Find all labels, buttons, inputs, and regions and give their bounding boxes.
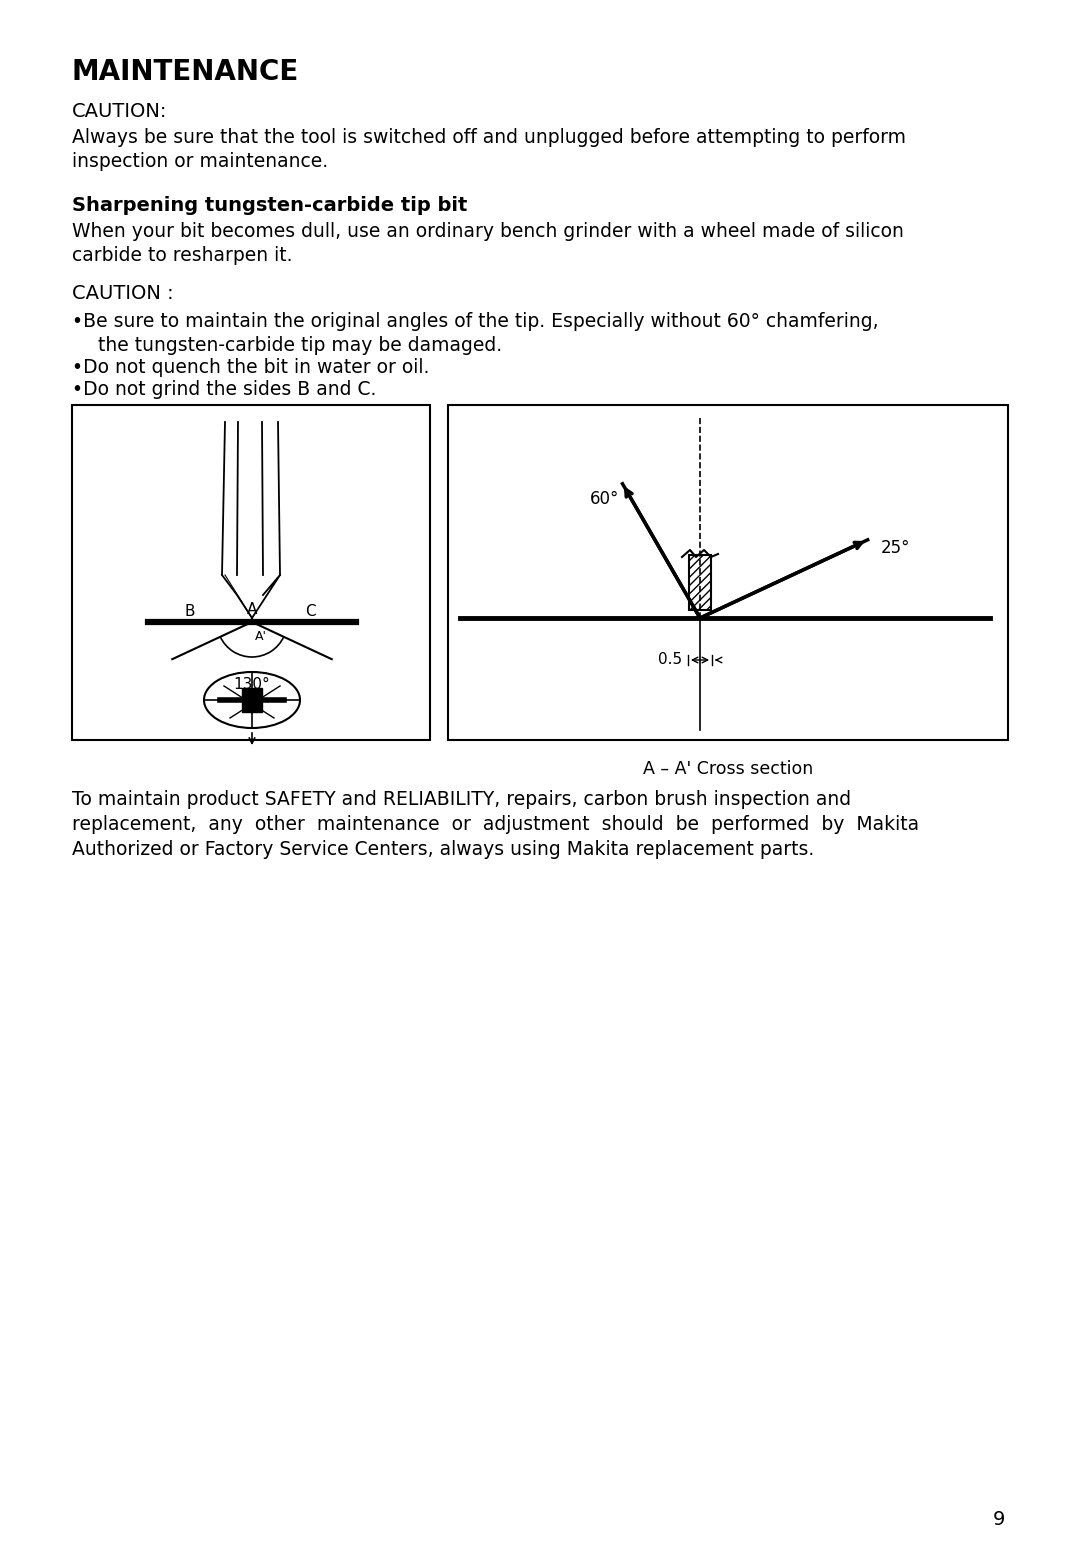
Text: 9: 9	[993, 1510, 1005, 1529]
Text: 25°: 25°	[881, 540, 910, 557]
Text: the tungsten-carbide tip may be damaged.: the tungsten-carbide tip may be damaged.	[86, 335, 502, 356]
Text: •Be sure to maintain the original angles of the tip. Especially without 60° cham: •Be sure to maintain the original angles…	[72, 312, 879, 331]
Text: B: B	[185, 604, 195, 620]
Text: Authorized or Factory Service Centers, always using Makita replacement parts.: Authorized or Factory Service Centers, a…	[72, 839, 814, 860]
Text: MAINTENANCE: MAINTENANCE	[72, 59, 299, 87]
Text: •Do not grind the sides B and C.: •Do not grind the sides B and C.	[72, 380, 376, 399]
Text: C: C	[305, 604, 315, 620]
Text: carbide to resharpen it.: carbide to resharpen it.	[72, 246, 293, 264]
Text: inspection or maintenance.: inspection or maintenance.	[72, 152, 328, 172]
Text: 60°: 60°	[590, 490, 619, 507]
Text: replacement,  any  other  maintenance  or  adjustment  should  be  performed  by: replacement, any other maintenance or ad…	[72, 815, 919, 833]
Text: CAUTION:: CAUTION:	[72, 102, 167, 121]
Text: •Do not quench the bit in water or oil.: •Do not quench the bit in water or oil.	[72, 359, 430, 377]
Text: To maintain product SAFETY and RELIABILITY, repairs, carbon brush inspection and: To maintain product SAFETY and RELIABILI…	[72, 790, 851, 809]
Text: 130°: 130°	[233, 677, 270, 693]
Bar	[689, 555, 711, 611]
Text: Always be sure that the tool is switched off and unplugged before attempting to : Always be sure that the tool is switched…	[72, 128, 906, 147]
Text: CAUTION :: CAUTION :	[72, 284, 174, 303]
Text: A: A	[247, 603, 257, 617]
Text: When your bit becomes dull, use an ordinary bench grinder with a wheel made of s: When your bit becomes dull, use an ordin…	[72, 223, 904, 241]
Text: Sharpening tungsten-carbide tip bit: Sharpening tungsten-carbide tip bit	[72, 196, 468, 215]
Text: A': A'	[255, 631, 267, 643]
Bar	[242, 688, 262, 713]
Text: A – A' Cross section: A – A' Cross section	[643, 761, 813, 778]
Text: 0.5: 0.5	[658, 652, 681, 668]
